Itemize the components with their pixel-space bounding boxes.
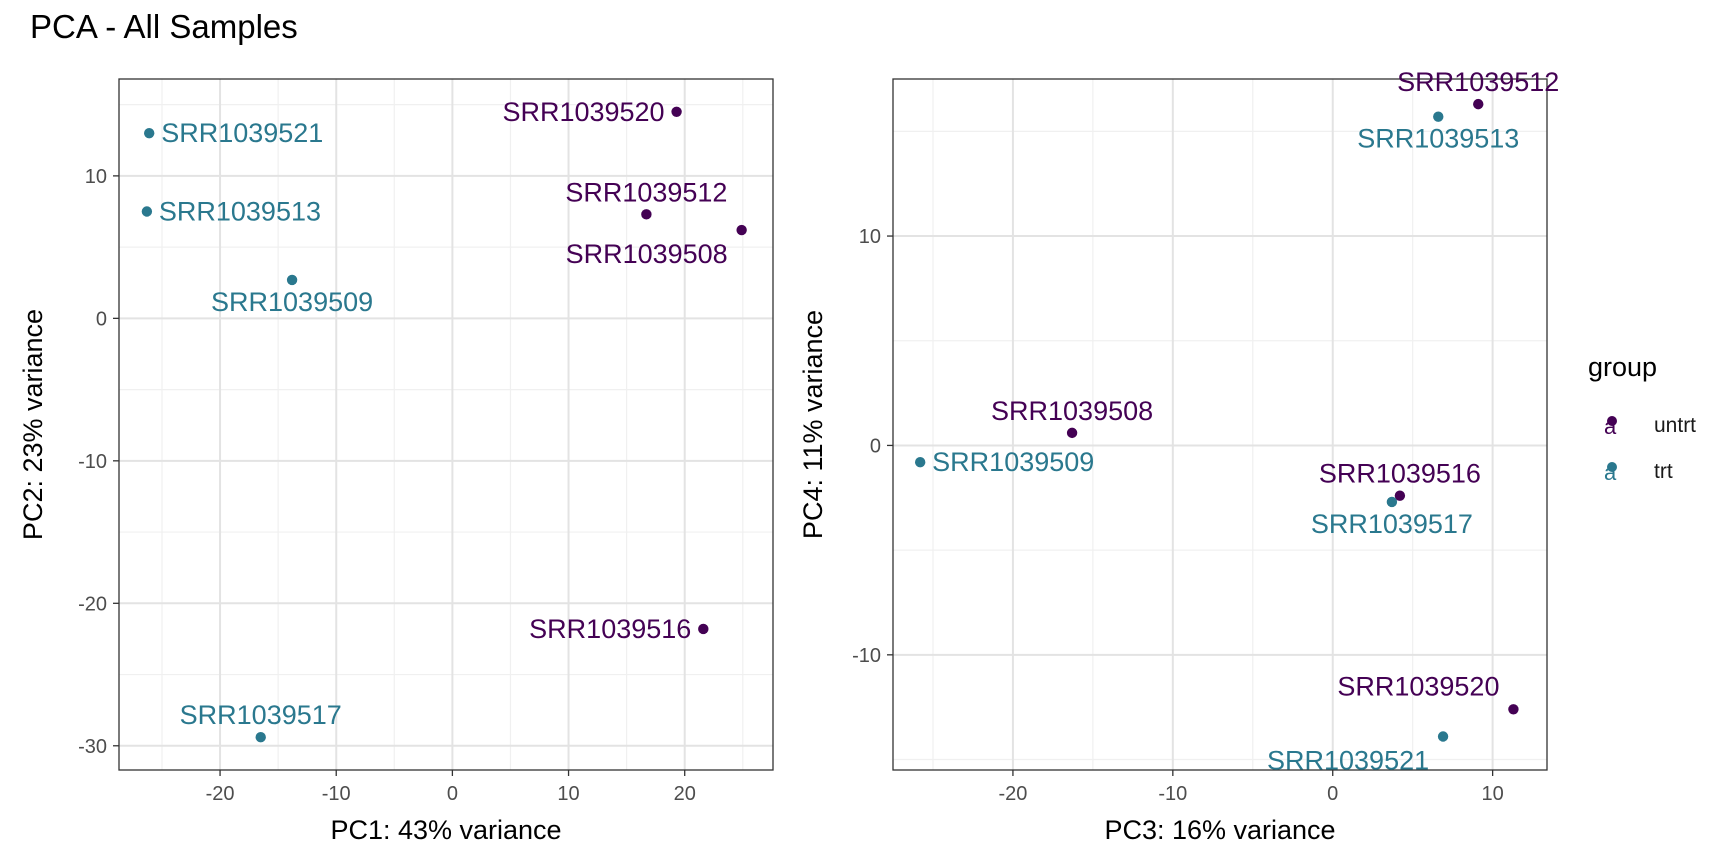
x-axis-title: PC3: 16% variance bbox=[1104, 815, 1335, 845]
data-point bbox=[641, 209, 652, 220]
legend-title: group bbox=[1588, 352, 1658, 382]
x-axis-title: PC1: 43% variance bbox=[330, 815, 561, 845]
legend-text-glyph: a bbox=[1604, 414, 1617, 439]
y-tick-label: -20 bbox=[78, 593, 107, 615]
point-label: SRR1039520 bbox=[502, 97, 664, 127]
legend: group a untrt a trt bbox=[1588, 352, 1718, 492]
x-tick-label: -10 bbox=[322, 783, 351, 805]
data-point bbox=[286, 274, 298, 286]
y-tick-label: 10 bbox=[859, 226, 881, 248]
point-label: SRR1039509 bbox=[211, 287, 373, 317]
x-tick-label: -20 bbox=[998, 783, 1027, 805]
point-label: SRR1039509 bbox=[932, 447, 1094, 477]
y-tick-label: 10 bbox=[85, 166, 107, 188]
point-label: SRR1039516 bbox=[529, 614, 691, 644]
point-label: SRR1039512 bbox=[1397, 67, 1559, 97]
x-tick-label: -10 bbox=[1158, 783, 1187, 805]
panel-border bbox=[892, 78, 1548, 771]
data-point bbox=[1508, 704, 1519, 715]
y-axis-title: PC4: 11% variance bbox=[798, 310, 828, 539]
point-label: SRR1039513 bbox=[159, 197, 321, 227]
legend-text-glyph: a bbox=[1604, 460, 1617, 485]
y-tick-label: 0 bbox=[870, 435, 881, 457]
x-tick-label: 20 bbox=[674, 783, 696, 805]
legend-item-trt: a trt bbox=[1588, 454, 1718, 494]
legend-point-marker bbox=[1607, 462, 1617, 472]
data-point bbox=[141, 206, 153, 217]
x-tick-label: 10 bbox=[557, 783, 579, 805]
data-point bbox=[1066, 427, 1078, 439]
point-label: SRR1039521 bbox=[1267, 745, 1429, 775]
point-label: SRR1039521 bbox=[161, 118, 323, 148]
x-tick-label: 10 bbox=[1482, 783, 1504, 805]
y-tick-label: 0 bbox=[96, 308, 107, 330]
data-point bbox=[1437, 731, 1449, 742]
data-point bbox=[1394, 490, 1406, 501]
point-label: SRR1039517 bbox=[1311, 509, 1473, 539]
data-point bbox=[255, 732, 266, 743]
data-point bbox=[1433, 111, 1444, 122]
point-label: SRR1039508 bbox=[566, 239, 728, 269]
legend-key-untrt: a bbox=[1602, 412, 1622, 442]
point-label: SRR1039508 bbox=[991, 396, 1153, 426]
point-label: SRR1039512 bbox=[565, 177, 727, 207]
point-label: SRR1039520 bbox=[1337, 671, 1499, 701]
y-tick-label: -10 bbox=[852, 645, 881, 667]
point-label: SRR1039513 bbox=[1357, 124, 1519, 154]
data-point bbox=[1386, 496, 1398, 508]
legend-item-untrt: a untrt bbox=[1588, 408, 1718, 448]
y-tick-label: -10 bbox=[78, 451, 107, 473]
data-point bbox=[736, 224, 747, 236]
data-point bbox=[914, 456, 926, 468]
y-axis-title: PC2: 23% variance bbox=[18, 309, 48, 540]
data-point bbox=[698, 623, 709, 635]
figure-title: PCA - All Samples bbox=[30, 8, 298, 45]
legend-point-marker bbox=[1607, 416, 1617, 426]
x-tick-label: -20 bbox=[206, 783, 235, 805]
data-point bbox=[671, 106, 682, 117]
x-tick-label: 0 bbox=[1327, 783, 1338, 805]
panel-border bbox=[118, 78, 774, 771]
point-label: SRR1039516 bbox=[1319, 459, 1481, 489]
legend-key-trt: a bbox=[1602, 458, 1622, 488]
x-tick-label: 0 bbox=[447, 783, 458, 805]
point-label: SRR1039517 bbox=[180, 700, 342, 730]
data-point bbox=[144, 127, 155, 139]
legend-label-untrt: untrt bbox=[1654, 414, 1697, 437]
legend-label-trt: trt bbox=[1654, 460, 1673, 483]
data-point bbox=[1473, 98, 1484, 110]
y-tick-label: -30 bbox=[78, 736, 107, 758]
